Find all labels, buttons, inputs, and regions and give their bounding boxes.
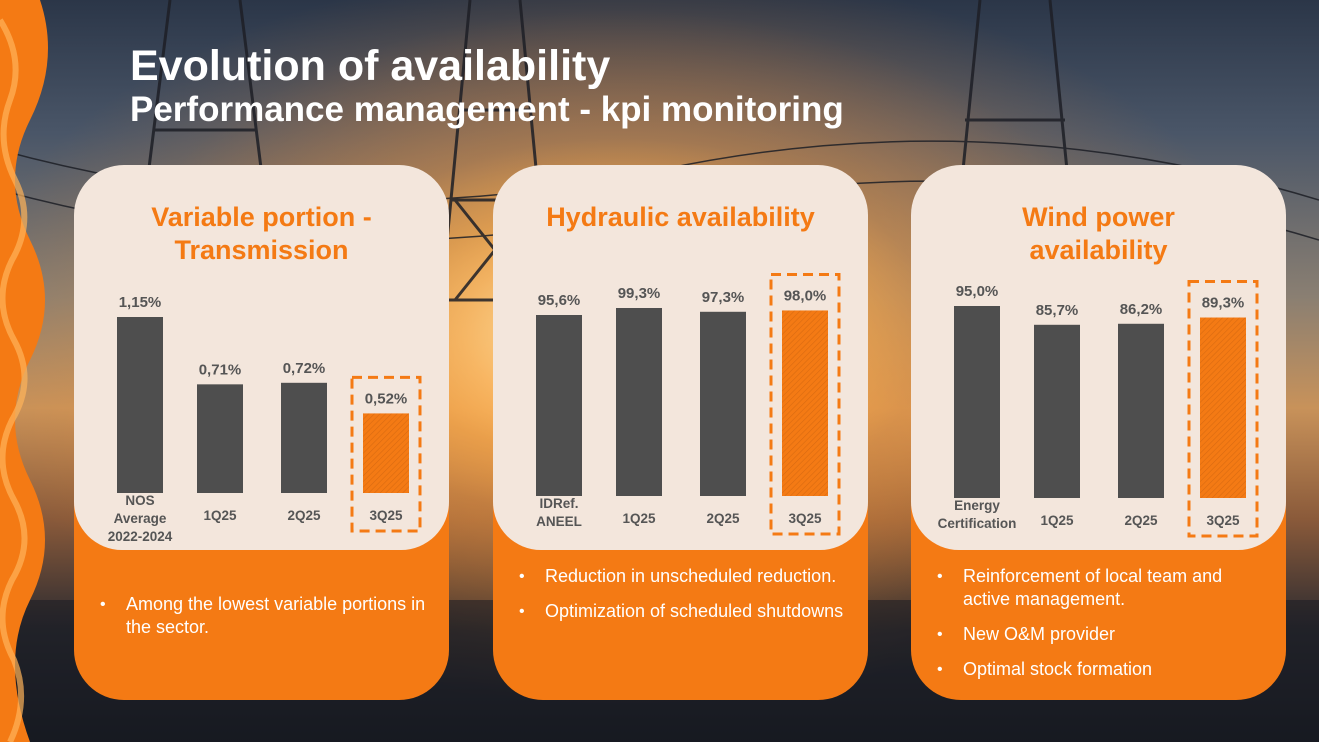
bullet-item: Among the lowest variable portions in th… [94,593,429,639]
bar-energy-certification [954,306,1000,498]
card-title-line: Hydraulic availability [546,202,815,232]
bar-chart: 1,15% NOS Average 2022-2024 0,71% 1Q25 0,72% 2Q… [108,294,422,544]
bullet-item: Reinforcement of local team and active m… [931,565,1266,611]
card-title: Variable portion - Transmission [94,201,429,267]
tick-label: 1Q25 [1040,513,1074,528]
tick-label: 1Q25 [203,508,237,523]
bar-nos-average-2022-2024 [117,317,163,493]
bar-1q25 [616,308,662,496]
data-label: 86,2% [1120,301,1163,318]
tick-label: NOS [125,493,154,508]
highlight-frame [769,272,841,536]
bar-1q25 [1034,324,1080,498]
data-label: 99,3% [618,285,661,302]
card-variable-portion: Variable portion - Transmission 1,15% NOS… [74,165,449,700]
tick-label: 3Q25 [1206,513,1240,528]
bullet-item: Optimization of scheduled shutdowns [513,600,848,623]
tick-label: 3Q25 [369,508,403,523]
data-label: 98,0% [784,287,827,304]
highlight-frame [350,375,422,533]
highlight-frame [1187,280,1259,538]
bar-3q25 [363,413,409,493]
tick-label: 2Q25 [287,508,321,523]
tick-label: Average [114,511,167,526]
card-title-line: Wind power [1022,202,1175,232]
bar-3q25 [1200,317,1246,498]
slide-title-block: Evolution of availability Performance ma… [130,42,844,130]
bar-chart: 95,0% Energy Certification 85,7% 1Q25 86,2% 2Q… [938,280,1259,538]
bullet-list: Reduction in unscheduled reduction. Opti… [513,565,848,635]
data-label: 95,0% [956,283,999,300]
bullet-list: Among the lowest variable portions in th… [94,593,429,651]
data-label: 89,3% [1202,295,1245,312]
card-title-line: availability [1029,235,1168,265]
card-title-line: Transmission [174,235,349,265]
tick-label: 3Q25 [788,511,822,526]
slide-title: Evolution of availability [130,42,611,90]
data-label: 95,6% [538,292,581,309]
bullet-item: New O&M provider [931,623,1266,646]
data-label: 0,52% [365,390,408,407]
tick-label: 2022-2024 [108,529,173,544]
data-label: 0,71% [199,361,242,378]
tick-label: IDRef. [539,496,578,511]
bar-2q25 [700,311,746,496]
slide-subtitle: Performance management - kpi monitoring [130,90,844,129]
tick-label: 1Q25 [622,511,656,526]
bullet-list: Reinforcement of local team and active m… [931,565,1266,693]
bar-2q25 [281,382,327,493]
data-label: 97,3% [702,289,745,306]
bar-3q25 [782,310,828,496]
tick-label: ANEEL [536,514,582,529]
card-title: Wind power availability [931,201,1266,267]
tick-label: 2Q25 [706,511,740,526]
data-label: 0,72% [283,360,326,377]
card-wind-power-availability: Wind power availability 95,0% Energy Certi… [911,165,1286,700]
bullet-item: Reduction in unscheduled reduction. [513,565,848,588]
card-title: Hydraulic availability [513,201,848,234]
bar-1q25 [197,384,243,493]
bar-idref-aneel [536,315,582,496]
bar-chart: 95,6% IDRef. ANEEL 99,3% 1Q25 97,3% 2Q25 98,0% 3… [536,272,841,536]
card-hydraulic-availability: Hydraulic availability 95,6% IDRef. ANEEL 9… [493,165,868,700]
bar-2q25 [1118,323,1164,498]
tick-label: Certification [938,516,1017,531]
bullet-item: Optimal stock formation [931,658,1266,681]
data-label: 85,7% [1036,302,1079,319]
card-title-line: Variable portion - [151,202,372,232]
tick-label: 2Q25 [1124,513,1158,528]
tick-label: Energy [954,498,1000,513]
data-label: 1,15% [119,294,162,311]
